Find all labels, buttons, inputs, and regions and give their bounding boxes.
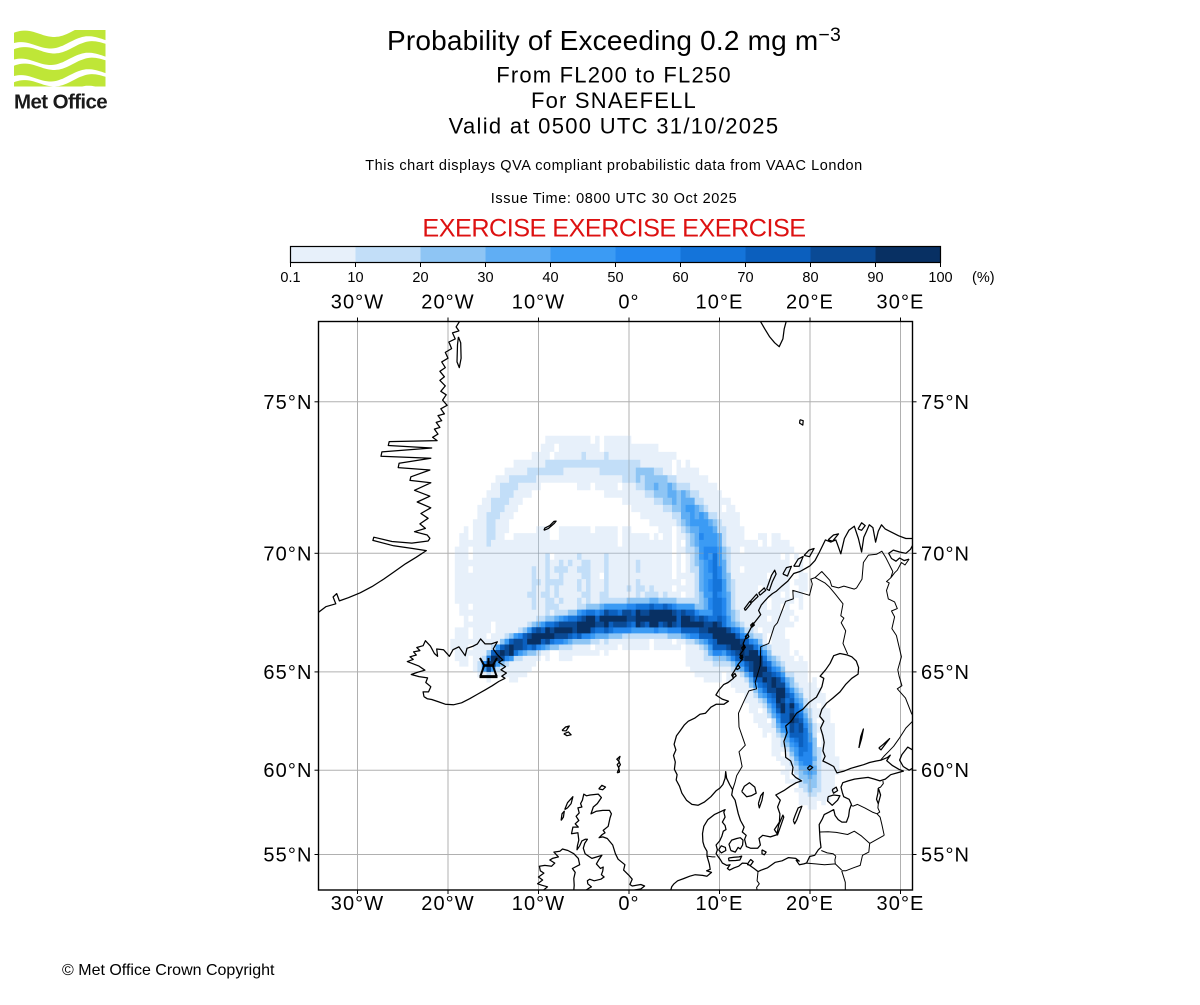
svg-text:90: 90 — [867, 270, 883, 286]
svg-text:Met Office: Met Office — [14, 91, 107, 114]
svg-text:From FL200 to FL250: From FL200 to FL250 — [496, 63, 732, 88]
svg-text:60°N: 60°N — [263, 760, 312, 782]
svg-text:30°E: 30°E — [877, 893, 925, 915]
svg-text:70: 70 — [737, 270, 753, 286]
svg-text:© Met Office Crown Copyright: © Met Office Crown Copyright — [62, 962, 275, 979]
svg-text:10°E: 10°E — [696, 893, 744, 915]
svg-text:55°N: 55°N — [921, 845, 970, 867]
svg-text:80: 80 — [802, 270, 818, 286]
svg-text:Valid at 0500 UTC 31/10/2025: Valid at 0500 UTC 31/10/2025 — [449, 114, 780, 139]
svg-text:0°: 0° — [618, 292, 639, 314]
svg-text:30°W: 30°W — [331, 893, 385, 915]
svg-text:55°N: 55°N — [263, 845, 312, 867]
svg-text:(%): (%) — [972, 270, 995, 286]
svg-text:75°N: 75°N — [263, 392, 312, 414]
svg-text:10°W: 10°W — [512, 893, 566, 915]
svg-text:Probability of Exceeding 0.2 m: Probability of Exceeding 0.2 mg m−3 — [387, 24, 841, 56]
svg-text:70°N: 70°N — [263, 543, 312, 565]
svg-text:10°W: 10°W — [512, 292, 566, 314]
svg-text:65°N: 65°N — [921, 662, 970, 684]
svg-text:0.1: 0.1 — [280, 270, 300, 286]
svg-text:10: 10 — [347, 270, 363, 286]
svg-text:50: 50 — [607, 270, 623, 286]
svg-text:30°W: 30°W — [331, 292, 385, 314]
svg-text:20°E: 20°E — [786, 893, 834, 915]
svg-text:60°N: 60°N — [921, 760, 970, 782]
svg-text:20°W: 20°W — [421, 893, 475, 915]
svg-text:EXERCISE EXERCISE EXERCISE: EXERCISE EXERCISE EXERCISE — [422, 215, 805, 243]
svg-text:65°N: 65°N — [263, 662, 312, 684]
svg-text:75°N: 75°N — [921, 392, 970, 414]
svg-text:This chart displays QVA compli: This chart displays QVA compliant probab… — [365, 158, 863, 174]
svg-text:20°E: 20°E — [786, 292, 834, 314]
svg-text:30: 30 — [477, 270, 493, 286]
svg-text:40: 40 — [542, 270, 558, 286]
svg-text:30°E: 30°E — [877, 292, 925, 314]
svg-text:20: 20 — [412, 270, 428, 286]
svg-text:60: 60 — [672, 270, 688, 286]
svg-text:20°W: 20°W — [421, 292, 475, 314]
svg-text:0°: 0° — [618, 893, 639, 915]
svg-text:70°N: 70°N — [921, 543, 970, 565]
svg-text:For SNAEFELL: For SNAEFELL — [531, 88, 697, 113]
svg-text:10°E: 10°E — [696, 292, 744, 314]
svg-text:100: 100 — [928, 270, 952, 286]
svg-text:Issue Time: 0800 UTC 30 Oct 20: Issue Time: 0800 UTC 30 Oct 2025 — [491, 191, 737, 207]
